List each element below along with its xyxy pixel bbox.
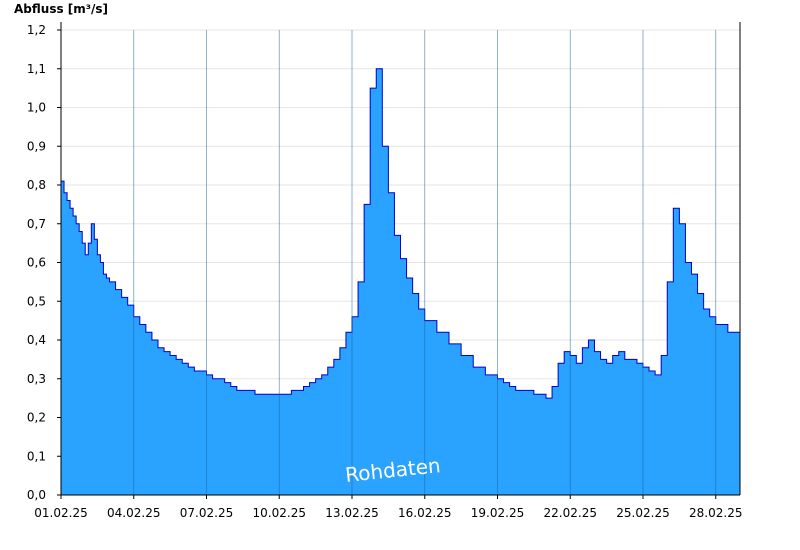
y-tick-label: 0,9	[27, 139, 46, 153]
y-tick-label: 0,5	[27, 294, 46, 308]
y-tick-label: 1,1	[27, 62, 46, 76]
x-tick-label: 04.02.25	[107, 506, 160, 520]
x-tick-label: 01.02.25	[34, 506, 87, 520]
x-tick-label: 13.02.25	[325, 506, 378, 520]
y-axis-label: Abfluss [m³/s]	[14, 2, 108, 16]
x-tick-label: 28.02.25	[689, 506, 742, 520]
series-fill	[61, 68, 740, 495]
series-area	[61, 30, 740, 495]
y-tick-label: 1,0	[27, 101, 46, 115]
y-tick-label: 0,1	[27, 449, 46, 463]
y-tick-label: 0,6	[27, 256, 46, 270]
x-tick-label: 16.02.25	[398, 506, 451, 520]
y-tick-label: 0,8	[27, 178, 46, 192]
y-tick-label: 0,0	[27, 488, 46, 502]
y-tick-label: 0,2	[27, 411, 46, 425]
y-tick-label: 0,7	[27, 217, 46, 231]
y-tick-label: 1,2	[27, 23, 46, 37]
x-tick-label: 19.02.25	[471, 506, 524, 520]
y-tick-label: 0,4	[27, 333, 46, 347]
series-line	[61, 68, 740, 399]
x-tick-label: 25.02.25	[616, 506, 669, 520]
x-tick-label: 10.02.25	[253, 506, 306, 520]
axes: 0,0 0,1 0,2 0,3 0,4 0,5 0,6 0,7 0,8 0,9 1,0 1,1 1,2 0…	[27, 22, 742, 520]
y-tick-label: 0,3	[27, 372, 46, 386]
x-tick-label: 22.02.25	[544, 506, 597, 520]
x-tick-label: 07.02.25	[180, 506, 233, 520]
